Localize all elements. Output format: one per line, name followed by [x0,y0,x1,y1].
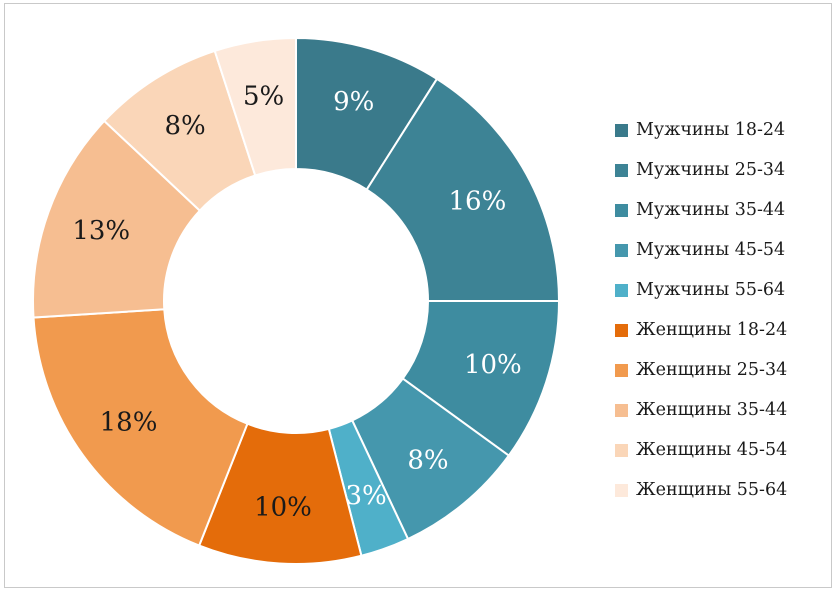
legend-swatch [615,203,628,217]
legend-item: Мужчины 25-34 [615,150,787,190]
slice-value-label: 3% [345,481,386,511]
legend-swatch [615,163,628,177]
legend-label: Женщины 25-34 [636,360,788,380]
legend-label: Женщины 18-24 [636,320,788,340]
donut-slices [32,36,561,565]
legend-item: Мужчины 55-64 [615,270,787,310]
legend-swatch [615,363,628,377]
slice-labels: 9% 16% 10% 8% 3% 10% 18% 13% 8% 5% [72,82,521,523]
slice-value-label: 18% [100,408,158,438]
legend-item: Женщины 55-64 [615,470,787,510]
legend-item: Женщины 35-44 [615,390,787,430]
legend-label: Мужчины 25-34 [636,160,786,180]
legend-label: Женщины 55-64 [636,480,788,500]
donut-slice [365,77,561,302]
legend-swatch [615,283,628,297]
legend-label: Женщины 35-44 [636,400,788,420]
slice-value-label: 8% [407,445,448,475]
legend-item: Мужчины 35-44 [615,190,787,230]
chart-frame: 9% 16% 10% 8% 3% 10% 18% 13% 8% 5% Мужчины 18-24 М… [4,3,832,588]
donut-slice [32,308,249,547]
slice-value-label: 9% [333,87,374,117]
slice-value-label: 10% [254,493,312,523]
slice-value-label: 10% [464,350,522,380]
legend-swatch [615,483,628,497]
legend-swatch [615,123,628,137]
slice-value-label: 13% [72,216,130,246]
legend-item: Женщины 18-24 [615,310,787,350]
legend-label: Женщины 45-54 [636,440,788,460]
legend-swatch [615,323,628,337]
legend-item: Мужчины 18-24 [615,110,787,150]
slice-value-label: 8% [164,111,205,141]
chart-legend: Мужчины 18-24 Мужчины 25-34 Мужчины 35-44 М… [615,110,787,510]
slice-value-label: 16% [448,186,506,216]
legend-label: Мужчины 35-44 [636,200,786,220]
legend-swatch [615,443,628,457]
legend-swatch [615,243,628,257]
legend-label: Мужчины 45-54 [636,240,786,260]
legend-label: Мужчины 18-24 [636,120,786,140]
donut-chart: 9% 16% 10% 8% 3% 10% 18% 13% 8% 5% [32,36,561,565]
legend-swatch [615,403,628,417]
donut-slice [213,36,297,177]
legend-item: Женщины 45-54 [615,430,787,470]
legend-label: Мужчины 55-64 [636,280,786,300]
legend-item: Женщины 25-34 [615,350,787,390]
legend-item: Мужчины 45-54 [615,230,787,270]
slice-value-label: 5% [243,82,284,112]
